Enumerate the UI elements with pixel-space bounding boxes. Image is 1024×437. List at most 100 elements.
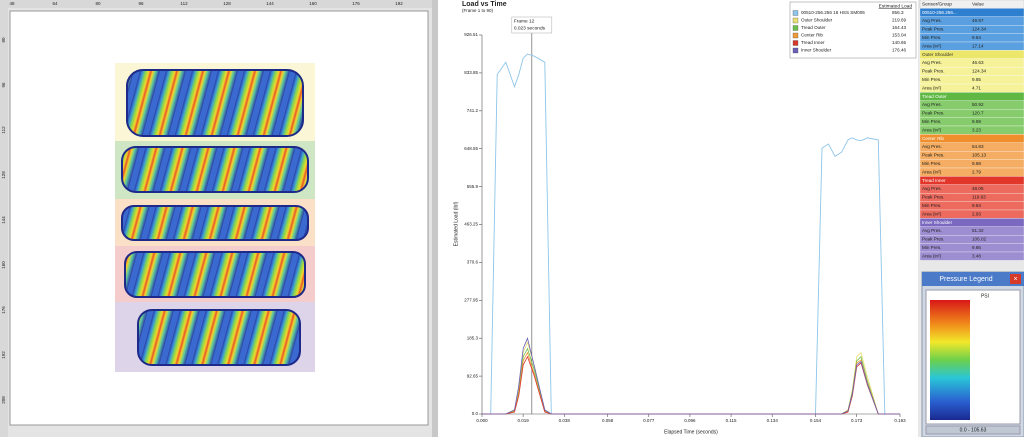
x-tick-label: 0.077 xyxy=(643,418,655,423)
ruler-label: 48 xyxy=(9,1,15,6)
y-tick-label: 185.3 xyxy=(467,335,479,340)
range-label[interactable]: 0.0 - 105.63 xyxy=(960,427,987,433)
legend-value: 856.3 xyxy=(892,10,904,15)
legend-label: Center Rib xyxy=(801,33,823,38)
row-label: Peak Pres. xyxy=(922,195,944,200)
frame-label-box xyxy=(511,16,553,34)
row-value: 3.48 xyxy=(972,253,981,258)
row-value: 2.93 xyxy=(972,211,981,216)
x-tick-label: 0.173 xyxy=(851,418,863,423)
row-value: 9.84 xyxy=(972,203,981,208)
x-tick-label: 0.154 xyxy=(810,418,822,423)
pressure-legend-title: Pressure Legend xyxy=(939,276,992,283)
legend-swatch xyxy=(792,40,799,46)
row-value: 51.32 xyxy=(972,228,984,233)
ruler-label: 160 xyxy=(309,1,317,6)
row-label: Avg Pres. xyxy=(922,102,942,107)
row-value: 9.86 xyxy=(972,245,981,250)
y-tick-label: 833.85 xyxy=(464,70,478,75)
row-label: Min Pres. xyxy=(922,203,941,208)
row-label: Peak Pres. xyxy=(922,153,944,158)
row-value: 120.7 xyxy=(972,111,984,116)
legend-value: 176.46 xyxy=(892,48,906,53)
value-row xyxy=(919,251,1024,261)
footprint xyxy=(115,63,315,372)
ruler-label: 176 xyxy=(352,1,360,6)
legend-title: Estimated Load xyxy=(879,3,913,9)
row-label: Avg Pres. xyxy=(922,60,942,65)
ruler-label: 112 xyxy=(1,126,6,134)
table-header-label: Sensor/Group xyxy=(922,1,952,7)
group-name: Tread Inner xyxy=(922,178,946,183)
chart-panel xyxy=(438,0,918,437)
group-name: Outer Shoulder xyxy=(922,52,954,57)
row-value: 105.13 xyxy=(972,153,986,158)
legend-swatch xyxy=(792,47,799,54)
row-value: 9.85 xyxy=(972,77,981,82)
row-value: 106.02 xyxy=(972,237,986,242)
y-tick-label: 741.2 xyxy=(467,108,479,113)
row-label: Area (in²) xyxy=(922,169,942,174)
unit-label: PSI xyxy=(981,293,989,299)
row-label: Peak Pres. xyxy=(922,69,944,74)
legend-label: Tread Inner xyxy=(801,40,825,45)
row-value: 17.14 xyxy=(972,43,984,48)
row-value: 124.34 xyxy=(972,69,986,74)
row-label: Peak Pres. xyxy=(922,237,944,242)
ruler-label: 96 xyxy=(1,82,6,88)
ruler-label: 128 xyxy=(1,171,6,179)
frame-time: 0.023 seconds xyxy=(514,25,546,31)
y-tick-label: 277.95 xyxy=(464,297,478,302)
ruler-label: 144 xyxy=(266,1,274,6)
row-value: 48.05 xyxy=(972,186,984,191)
y-tick-label: 926.51 xyxy=(464,32,478,37)
legend-box xyxy=(789,1,917,59)
ruler-label: 192 xyxy=(395,1,403,6)
row-label: Avg Pres. xyxy=(922,228,942,233)
group-name: 00510-256.256... xyxy=(922,10,957,15)
legend-value: 164.43 xyxy=(892,25,906,30)
splitter[interactable] xyxy=(432,0,438,437)
chart-title: Load vs Time xyxy=(462,1,507,8)
ruler-label: 160 xyxy=(1,261,6,269)
y-tick-label: 648.55 xyxy=(464,146,478,151)
legend-value: 140.65 xyxy=(892,40,906,45)
row-value: 124.34 xyxy=(972,27,986,32)
rulers: 48 64 80 96 112 128 144 160 176 192 80 96 112 128 144 1… xyxy=(1,1,403,404)
x-tick-label: 0.038 xyxy=(559,418,571,423)
row-label: Area (in²) xyxy=(922,211,942,216)
close-button[interactable] xyxy=(1010,274,1021,284)
row-value: 9.88 xyxy=(972,161,981,166)
row-label: Area (in²) xyxy=(922,253,942,258)
legend-value: 219.69 xyxy=(892,18,906,23)
row-value: 54.83 xyxy=(972,144,984,149)
legend-swatch xyxy=(792,17,799,24)
group-name: Inner Shoulder xyxy=(922,220,953,225)
row-label: Area (in²) xyxy=(922,127,942,132)
y-axis-label: Estimated Load (lbf) xyxy=(453,201,459,246)
row-value: 50.92 xyxy=(972,102,984,107)
row-label: Avg Pres. xyxy=(922,186,942,191)
pressure-legend: Pressure Legend × PSI 0.0 - 105.63 xyxy=(921,271,1024,437)
row-value: 119.63 xyxy=(972,195,986,200)
row-label: Area (in²) xyxy=(922,43,942,48)
value-table: Sensor/Group Value 00510-256.256... Avg Pre… xyxy=(919,0,1024,261)
close-icon: × xyxy=(1013,276,1017,283)
legend-value: 153.04 xyxy=(892,33,906,38)
x-axis-label: Elapsed Time (seconds) xyxy=(664,429,718,435)
legend-label: Outer Shoulder xyxy=(801,18,833,23)
group-name: Center Rib xyxy=(922,136,944,141)
legend-swatch xyxy=(792,10,799,16)
x-tick-label: 0.193 xyxy=(894,418,906,423)
ruler-label: 128 xyxy=(223,1,231,6)
row-value: 9.84 xyxy=(972,35,981,40)
left-ruler xyxy=(0,8,8,437)
ruler-label: 208 xyxy=(1,396,6,404)
legend-label: Tread Outer xyxy=(801,25,826,30)
row-value: 4.71 xyxy=(972,85,981,90)
row-value: 49.87 xyxy=(972,18,984,23)
ruler-label: 80 xyxy=(95,1,101,6)
row-value: 3.23 xyxy=(972,127,981,132)
row-label: Min Pres. xyxy=(922,77,941,82)
y-tick-label: 555.9 xyxy=(467,184,479,189)
